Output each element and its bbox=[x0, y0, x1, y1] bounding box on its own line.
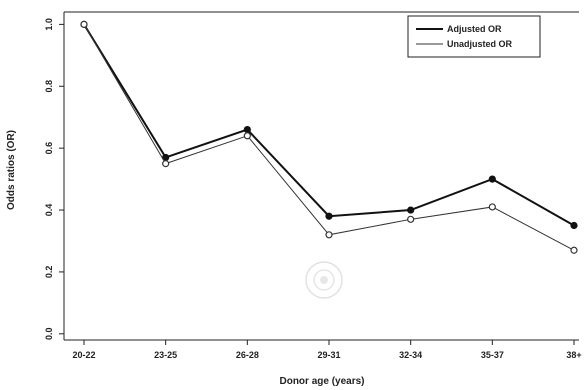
legend-label-adjusted: Adjusted OR bbox=[447, 24, 502, 34]
unadjusted-data-point bbox=[325, 231, 333, 239]
unadjusted-data-point bbox=[570, 246, 578, 254]
y-tick-label: 0.6 bbox=[44, 142, 54, 155]
y-axis-ticks: 0.0 0.2 0.4 0.6 0.8 1.0 bbox=[44, 18, 64, 340]
adjusted-data-point bbox=[325, 212, 333, 220]
legend: Adjusted OR Unadjusted OR bbox=[407, 15, 541, 58]
unadjusted-data-point bbox=[162, 160, 170, 168]
adjusted-data-point bbox=[488, 175, 496, 183]
chart-axes bbox=[63, 11, 579, 341]
y-tick-label: 0.2 bbox=[44, 266, 54, 279]
x-tick-label: 38+ bbox=[566, 350, 581, 360]
x-axis-ticks: 20-22 23-25 26-28 29-31 32-34 35-37 38+ bbox=[72, 340, 582, 360]
legend-label-unadjusted: Unadjusted OR bbox=[447, 39, 513, 49]
legend-box bbox=[407, 15, 541, 58]
unadjusted-data-point bbox=[80, 20, 88, 28]
unadjusted-data-point bbox=[407, 215, 415, 223]
unadjusted-data-point bbox=[243, 132, 251, 140]
x-tick-label: 23-25 bbox=[154, 350, 177, 360]
adjusted-data-point bbox=[570, 221, 578, 230]
adjusted-data-point bbox=[407, 206, 415, 214]
y-tick-label: 1.0 bbox=[44, 18, 54, 31]
watermark-emblem bbox=[305, 261, 343, 299]
y-tick-label: 0.8 bbox=[44, 80, 54, 93]
x-axis-title: Donor age (years) bbox=[279, 376, 364, 387]
x-tick-label: 35-37 bbox=[481, 350, 504, 360]
x-tick-label: 20-22 bbox=[72, 350, 95, 360]
x-tick-label: 26-28 bbox=[236, 350, 259, 360]
y-tick-label: 0.0 bbox=[44, 328, 54, 341]
y-tick-label: 0.4 bbox=[44, 204, 54, 217]
x-tick-label: 32-34 bbox=[399, 350, 422, 360]
y-axis-title: Odds ratios (OR) bbox=[6, 130, 17, 210]
unadjusted-data-point bbox=[488, 203, 496, 211]
x-tick-label: 29-31 bbox=[317, 350, 340, 360]
series-layer bbox=[80, 20, 578, 254]
adjusted-data-point bbox=[243, 125, 251, 134]
